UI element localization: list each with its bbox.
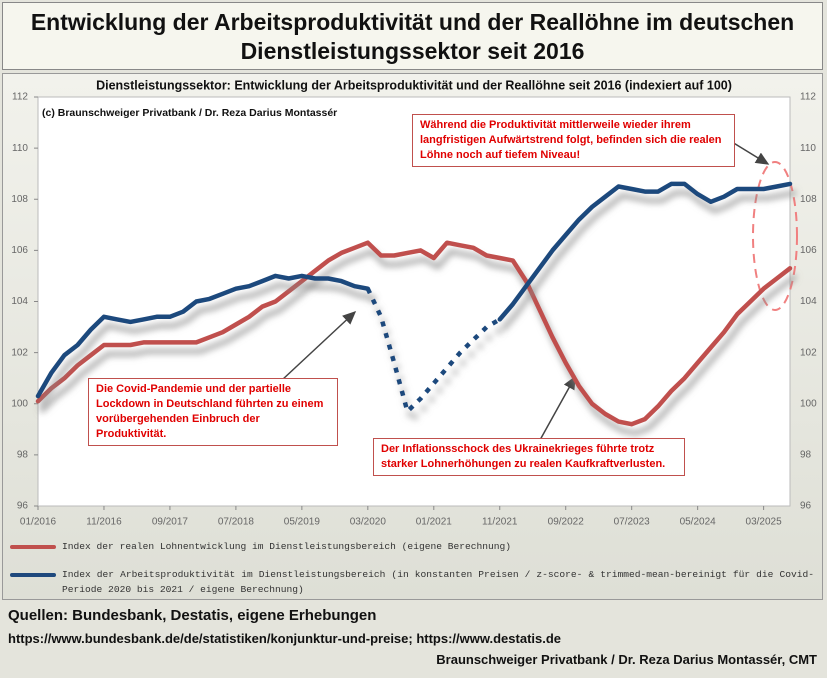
y2-tick-label: 96 bbox=[800, 501, 812, 512]
x-tick-label: 05/2024 bbox=[680, 517, 717, 528]
series-line bbox=[365, 287, 501, 414]
annotation: Die Covid-Pandemie und der partielle Loc… bbox=[88, 378, 338, 446]
highlight-ellipse bbox=[752, 161, 798, 311]
x-tick-label: 07/2023 bbox=[614, 517, 651, 528]
copyright: (c) Braunschweiger Privatbank / Dr. Reza… bbox=[42, 107, 337, 119]
y-tick-label: 100 bbox=[11, 398, 28, 409]
x-tick-label: 09/2017 bbox=[152, 517, 189, 528]
y-tick-label: 96 bbox=[17, 501, 29, 512]
y-tick-label: 98 bbox=[17, 450, 29, 461]
x-tick-label: 03/2025 bbox=[746, 517, 783, 528]
x-tick-label: 11/2021 bbox=[482, 517, 518, 528]
y-tick-label: 102 bbox=[11, 347, 28, 358]
series-line bbox=[35, 240, 793, 427]
y2-tick-label: 102 bbox=[800, 347, 817, 358]
x-tick-label: 09/2022 bbox=[548, 517, 585, 528]
legend-label: Index der realen Lohnentwicklung im Dien… bbox=[62, 541, 512, 552]
y2-tick-label: 104 bbox=[800, 296, 817, 307]
y2-tick-label: 112 bbox=[800, 92, 816, 103]
y-tick-label: 108 bbox=[11, 194, 28, 205]
y2-tick-label: 110 bbox=[800, 143, 816, 154]
y2-tick-label: 98 bbox=[800, 450, 812, 461]
x-tick-label: 03/2020 bbox=[350, 517, 387, 528]
y2-tick-label: 100 bbox=[800, 398, 817, 409]
page-title: Entwicklung der Arbeitsproduktivität und… bbox=[2, 2, 823, 70]
x-tick-label: 01/2021 bbox=[416, 517, 453, 528]
y-tick-label: 110 bbox=[12, 143, 28, 154]
sources-heading: Quellen: Bundesbank, Destatis, eigene Er… bbox=[8, 607, 377, 624]
series-line bbox=[35, 273, 371, 399]
y2-tick-label: 106 bbox=[800, 245, 817, 256]
legend-label: Index der Arbeitsproduktivität im Dienst… bbox=[62, 569, 814, 595]
author: Braunschweiger Privatbank / Dr. Reza Dar… bbox=[436, 652, 817, 667]
legend: Index der realen Lohnentwicklung im Dien… bbox=[0, 535, 827, 597]
x-tick-label: 01/2016 bbox=[20, 517, 57, 528]
chart: Dienstleistungssektor: Entwicklung der A… bbox=[11, 78, 817, 528]
arrow bbox=[281, 310, 357, 381]
chart-title: Dienstleistungssektor: Entwicklung der A… bbox=[96, 78, 732, 92]
y-tick-label: 112 bbox=[12, 92, 28, 103]
y2-tick-label: 108 bbox=[800, 194, 817, 205]
x-tick-label: 11/2016 bbox=[86, 517, 122, 528]
sources-urls: https://www.bundesbank.de/de/statistiken… bbox=[8, 631, 562, 646]
y-tick-label: 106 bbox=[11, 245, 28, 256]
y-tick-label: 104 bbox=[11, 296, 28, 307]
annotation: Der Inflationsschock des Ukrainekrieges … bbox=[373, 438, 685, 476]
x-tick-label: 07/2018 bbox=[218, 517, 255, 528]
arrow bbox=[731, 141, 770, 165]
x-tick-label: 05/2019 bbox=[284, 517, 321, 528]
legend-swatch bbox=[10, 545, 56, 549]
annotation: Während die Produktivität mittlerweile w… bbox=[412, 114, 735, 167]
arrow bbox=[539, 375, 576, 441]
series-line bbox=[497, 181, 793, 322]
legend-swatch bbox=[10, 573, 56, 577]
